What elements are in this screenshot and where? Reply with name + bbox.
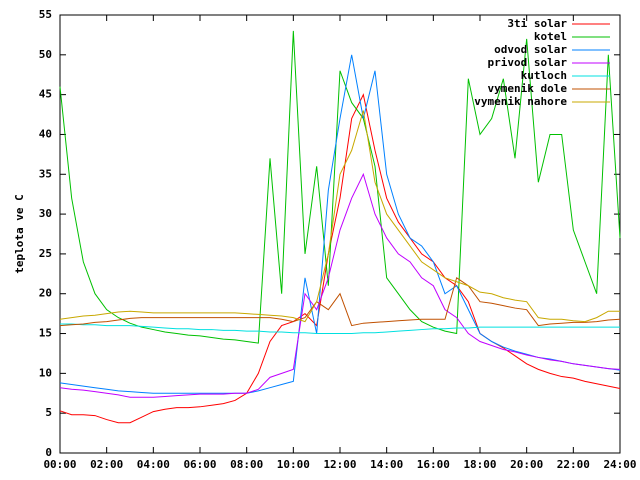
y-tick-label: 20 (39, 287, 52, 300)
legend-label: kotel (534, 30, 567, 43)
y-tick-label: 35 (39, 167, 52, 180)
y-tick-label: 15 (39, 327, 52, 340)
x-tick-label: 18:00 (463, 458, 496, 471)
y-tick-label: 55 (39, 8, 52, 21)
series-line (59, 110, 620, 323)
y-tick-label: 45 (39, 88, 52, 101)
y-tick-label: 25 (39, 247, 52, 260)
x-tick-label: 08:00 (230, 458, 263, 471)
x-tick-label: 20:00 (510, 458, 543, 471)
y-tick-label: 50 (39, 48, 52, 61)
x-tick-label: 00:00 (43, 458, 76, 471)
x-tick-label: 16:00 (417, 458, 450, 471)
legend-label: 3ti solar (507, 17, 567, 30)
x-tick-label: 04:00 (137, 458, 170, 471)
x-tick-label: 12:00 (323, 458, 356, 471)
x-tick-label: 14:00 (370, 458, 403, 471)
series-line (59, 54, 621, 394)
y-tick-label: 40 (39, 127, 52, 140)
legend-label: vymenik dole (488, 82, 568, 95)
legend-label: vymenik nahore (474, 95, 567, 108)
legend-label: kutloch (521, 69, 567, 82)
series-line (59, 93, 621, 424)
y-axis-label: teplota ve C (13, 194, 26, 273)
legend-label: privod solar (488, 56, 568, 69)
series-line (59, 30, 621, 344)
x-tick-label: 02:00 (90, 458, 123, 471)
x-tick-label: 22:00 (557, 458, 590, 471)
y-tick-label: 5 (45, 406, 52, 419)
series-line (60, 323, 620, 335)
x-tick-label: 10:00 (277, 458, 310, 471)
x-tick-label: 06:00 (183, 458, 216, 471)
y-tick-label: 0 (45, 446, 52, 459)
series-line (59, 276, 621, 327)
x-tick-label: 24:00 (603, 458, 636, 471)
legend-label: odvod solar (494, 43, 567, 56)
series-line (59, 172, 621, 398)
y-tick-label: 30 (39, 207, 52, 220)
y-tick-label: 10 (39, 366, 52, 379)
